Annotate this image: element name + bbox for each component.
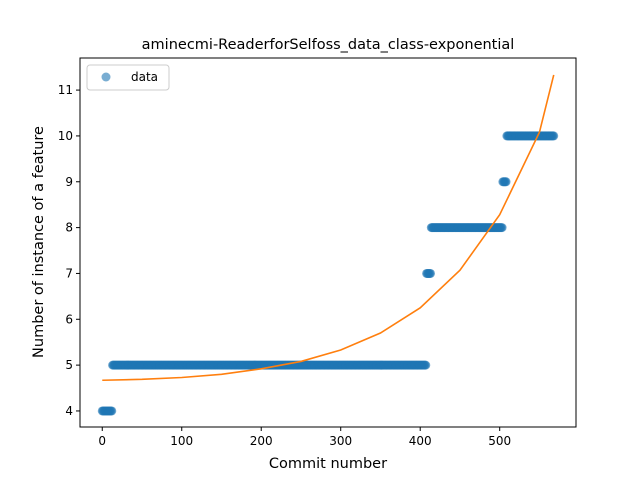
y-tick-label: 5 (65, 358, 73, 372)
x-tick-label: 200 (250, 434, 273, 448)
data-point (549, 131, 559, 141)
y-tick-label: 4 (65, 404, 73, 418)
x-tick-label: 100 (170, 434, 193, 448)
chart-title: aminecmi-ReaderforSelfoss_data_class-exp… (142, 37, 515, 53)
legend-marker-data (101, 72, 111, 82)
x-axis-label: Commit number (269, 456, 387, 472)
y-axis: 4 5 6 7 8 9 10 11 (58, 83, 80, 418)
fit-line (102, 74, 555, 382)
y-tick-label: 9 (65, 175, 73, 189)
y-axis-label: Number of instance of a feature (31, 126, 47, 358)
x-tick-label: 300 (329, 434, 352, 448)
data-point (426, 268, 436, 278)
plot-frame (79, 57, 577, 428)
y-tick-label: 7 (65, 266, 73, 280)
plot-area (97, 74, 559, 416)
x-tick-label: 500 (488, 434, 511, 448)
x-tick-label: 0 (98, 434, 106, 448)
y-tick-label: 10 (58, 129, 73, 143)
y-tick-label: 6 (65, 312, 73, 326)
data-point (501, 177, 511, 187)
y-tick-label: 8 (65, 221, 73, 235)
legend-box (86, 64, 170, 91)
data-point (107, 406, 117, 416)
y-tick-label: 11 (58, 83, 73, 97)
legend: data (86, 64, 170, 91)
x-tick-label: 400 (409, 434, 432, 448)
x-axis: 0 100 200 300 400 500 (98, 427, 511, 448)
data-point (421, 360, 431, 370)
data-point (497, 223, 507, 233)
legend-label-data: data (131, 70, 158, 84)
